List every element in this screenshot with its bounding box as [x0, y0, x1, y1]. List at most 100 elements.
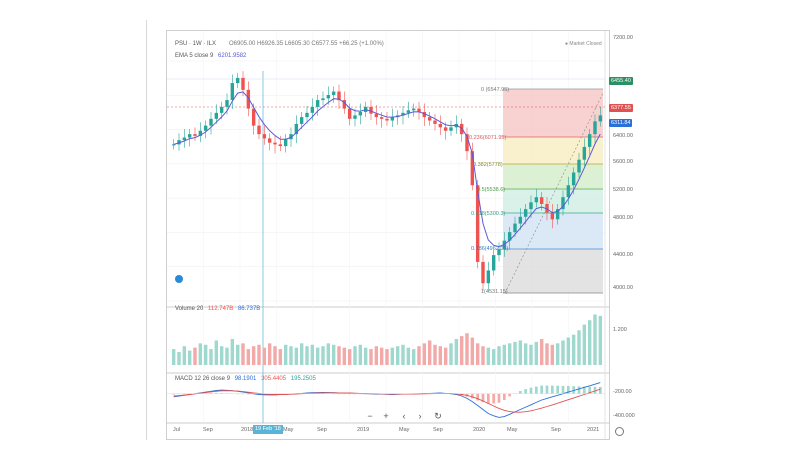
volume-axis-label: 1.200	[613, 327, 627, 333]
candle-body	[433, 120, 437, 124]
volume-bar	[561, 340, 565, 365]
candle-body	[379, 117, 384, 119]
volume-bar	[395, 346, 400, 365]
volume-bar	[577, 330, 581, 365]
volume-bar	[294, 347, 299, 365]
reset-chart-button[interactable]: ↻	[434, 411, 442, 421]
time-axis-label: Sep	[551, 427, 561, 433]
macd-histogram-bar	[172, 393, 175, 395]
candle-body	[225, 100, 229, 107]
scroll-left-button[interactable]: ‹	[402, 411, 406, 421]
volume-bar	[486, 347, 491, 365]
alert-icon[interactable]	[175, 275, 183, 283]
volume-bar	[427, 340, 432, 365]
volume-bar	[225, 347, 229, 365]
fib-level-label: 0.236(6071.95)	[469, 135, 507, 141]
macd-value-1: 98.1901	[234, 376, 257, 382]
fib-zone	[503, 137, 603, 164]
macd-value-2: 305.4405	[261, 376, 287, 382]
volume-bar	[529, 344, 533, 365]
volume-bar	[422, 343, 427, 365]
symbol-label[interactable]: PSU · 1W · ILX	[175, 41, 217, 47]
candle-body	[449, 127, 453, 131]
ema-legend[interactable]: EMA 5 close 9 6201.9582	[175, 53, 246, 59]
macd-histogram-bar	[220, 392, 223, 394]
zoom-in-button[interactable]: +	[383, 411, 389, 421]
volume-bar	[385, 349, 389, 365]
volume-value-2: 86.737B	[237, 306, 261, 312]
candle-body	[214, 112, 219, 119]
candle-body	[182, 137, 187, 141]
volume-bar	[571, 334, 576, 365]
candle-body	[561, 197, 565, 210]
candle-body	[529, 202, 533, 210]
candle-body	[305, 112, 309, 118]
fib-zone	[503, 249, 603, 293]
macd-histogram-bar	[524, 389, 527, 394]
candle-body	[177, 140, 181, 145]
volume-bar	[374, 346, 379, 365]
volume-bar	[331, 344, 336, 365]
volume-bar	[593, 314, 597, 365]
chart-app: PSU · 1W · ILX O6905.00 H6926.35 L6605.3…	[146, 20, 635, 440]
candle-body	[321, 98, 325, 101]
candle-body	[278, 144, 283, 147]
fib-zone	[503, 89, 603, 137]
settings-gear-icon[interactable]	[615, 427, 624, 436]
candle-body	[507, 232, 512, 241]
macd-histogram-bar	[471, 393, 474, 399]
macd-legend[interactable]: MACD 12 26 close 9 98.1901 305.4405 195.…	[175, 376, 316, 382]
volume-bar	[305, 346, 309, 365]
candle-body	[337, 91, 341, 101]
scroll-right-button[interactable]: ›	[418, 411, 422, 421]
fib-trend-line	[504, 92, 604, 294]
candle-body	[411, 108, 416, 111]
volume-bar	[310, 344, 315, 365]
volume-bar	[214, 340, 219, 365]
volume-bar	[379, 347, 384, 365]
volume-bar	[369, 349, 373, 365]
volume-bar	[251, 346, 256, 365]
time-axis[interactable]: Jul Sep 2018 19 Feb '18 May Sep 2019 May Sep 2020…	[167, 425, 609, 437]
macd-histogram-bar	[503, 393, 506, 400]
candle-body	[193, 134, 197, 136]
volume-bar	[411, 349, 416, 365]
macd-histogram-bar	[561, 385, 565, 394]
candle-body	[587, 134, 592, 147]
candle-body	[187, 134, 192, 138]
candle-body	[326, 94, 331, 99]
candle-body	[534, 197, 539, 203]
volume-bar	[187, 350, 192, 365]
macd-value-3: 195.2505	[290, 376, 316, 382]
candle-body	[539, 197, 544, 204]
candle-body	[262, 134, 267, 139]
volume-bar	[203, 344, 208, 365]
candle-body	[417, 108, 421, 112]
volume-bar	[443, 347, 448, 365]
time-axis-label: Sep	[433, 427, 443, 433]
candle-body	[331, 91, 336, 95]
fib-zone	[503, 189, 603, 213]
volume-bar	[518, 340, 523, 365]
volume-bar	[257, 344, 261, 365]
candle-body	[385, 118, 389, 121]
volume-bar	[209, 349, 213, 365]
volume-bar	[465, 333, 469, 365]
volume-bar	[177, 352, 181, 365]
volume-legend[interactable]: Volume 20 112.747B 86.737B	[175, 306, 260, 312]
ohlc-readout: O6905.00 H6926.35 L6605.30 C6577.55 +66.…	[229, 41, 384, 47]
candle-body	[582, 146, 587, 160]
candle-body	[369, 106, 373, 114]
chart-canvas[interactable]	[167, 31, 609, 439]
volume-bar	[289, 346, 293, 365]
macd-histogram-bar	[209, 393, 213, 394]
zoom-out-button[interactable]: −	[367, 411, 373, 421]
time-axis-label: May	[399, 427, 410, 433]
macd-histogram-bar	[497, 393, 501, 403]
candle-body	[209, 118, 213, 126]
volume-bar	[417, 346, 421, 365]
macd-histogram-bar	[481, 393, 485, 403]
candle-body	[230, 83, 235, 101]
price-axis-label: 5600.00	[613, 159, 633, 165]
macd-histogram-bar	[508, 393, 511, 397]
